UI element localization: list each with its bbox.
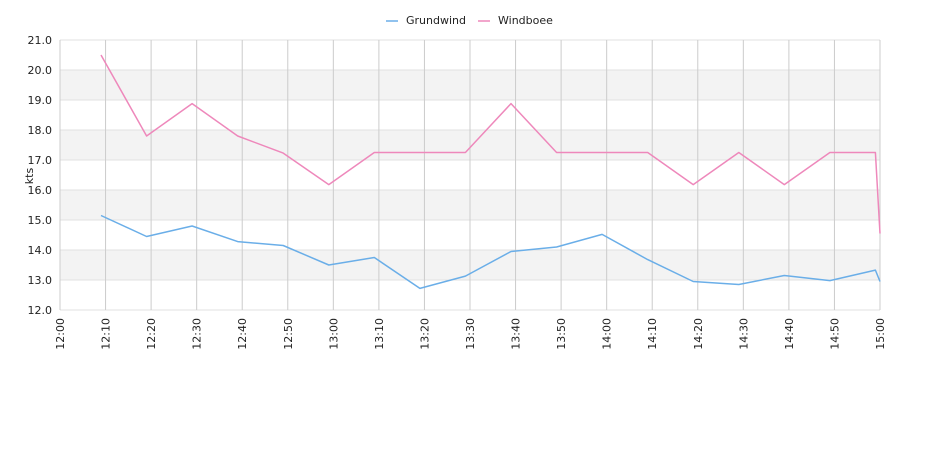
x-tick-label: 13:00	[327, 318, 340, 350]
y-tick-label: 21.0	[28, 34, 53, 47]
y-tick-label: 16.0	[28, 184, 53, 197]
x-tick-label: 14:40	[783, 318, 796, 350]
x-tick-label: 12:50	[282, 318, 295, 350]
y-tick-label: 18.0	[28, 124, 53, 137]
y-tick-label: 20.0	[28, 64, 53, 77]
x-tick-label: 13:40	[510, 318, 523, 350]
series-line-grundwind	[100, 214, 881, 290]
y-tick-label: 14.0	[28, 244, 53, 257]
x-tick-label: 14:00	[601, 318, 614, 350]
x-tick-label: 14:30	[737, 318, 750, 350]
x-tick-label: 15:00	[874, 318, 887, 350]
legend: Grundwind Windboee	[386, 14, 553, 27]
x-tick-label: 13:10	[373, 318, 386, 350]
series-line-windboee	[100, 54, 881, 234]
x-tick-label: 12:20	[145, 318, 158, 350]
y-tick-label: 12.0	[28, 304, 53, 317]
legend-label: Grundwind	[406, 14, 466, 27]
y-tick-label: 13.0	[28, 274, 53, 287]
x-tick-label: 14:20	[692, 318, 705, 350]
x-tick-label: 13:20	[418, 318, 431, 350]
x-tick-label: 14:50	[828, 318, 841, 350]
series-lines	[100, 54, 881, 290]
x-tick-label: 14:10	[646, 318, 659, 350]
y-tick-label: 17.0	[28, 154, 53, 167]
y-tick-label: 15.0	[28, 214, 53, 227]
y-axis-title: kts	[23, 168, 36, 185]
x-tick-label: 12:00	[54, 318, 67, 350]
x-tick-label: 13:50	[555, 318, 568, 350]
grid-lines	[59, 39, 881, 311]
x-tick-label: 12:40	[236, 318, 249, 350]
y-tick-label: 19.0	[28, 94, 53, 107]
x-tick-label: 12:10	[100, 318, 113, 350]
x-tick-label: 13:30	[464, 318, 477, 350]
x-axis-tick-labels: 12:00 12:10 12:20 12:30 12:40 12:50 13:00 13:10…	[54, 318, 887, 350]
y-axis-tick-labels: 12.0 13.0 14.0 15.0 16.0 17.0 18.0 19.0 20.0 21.0	[28, 34, 53, 317]
x-tick-label: 12:30	[191, 318, 204, 350]
legend-label: Windboee	[498, 14, 553, 27]
